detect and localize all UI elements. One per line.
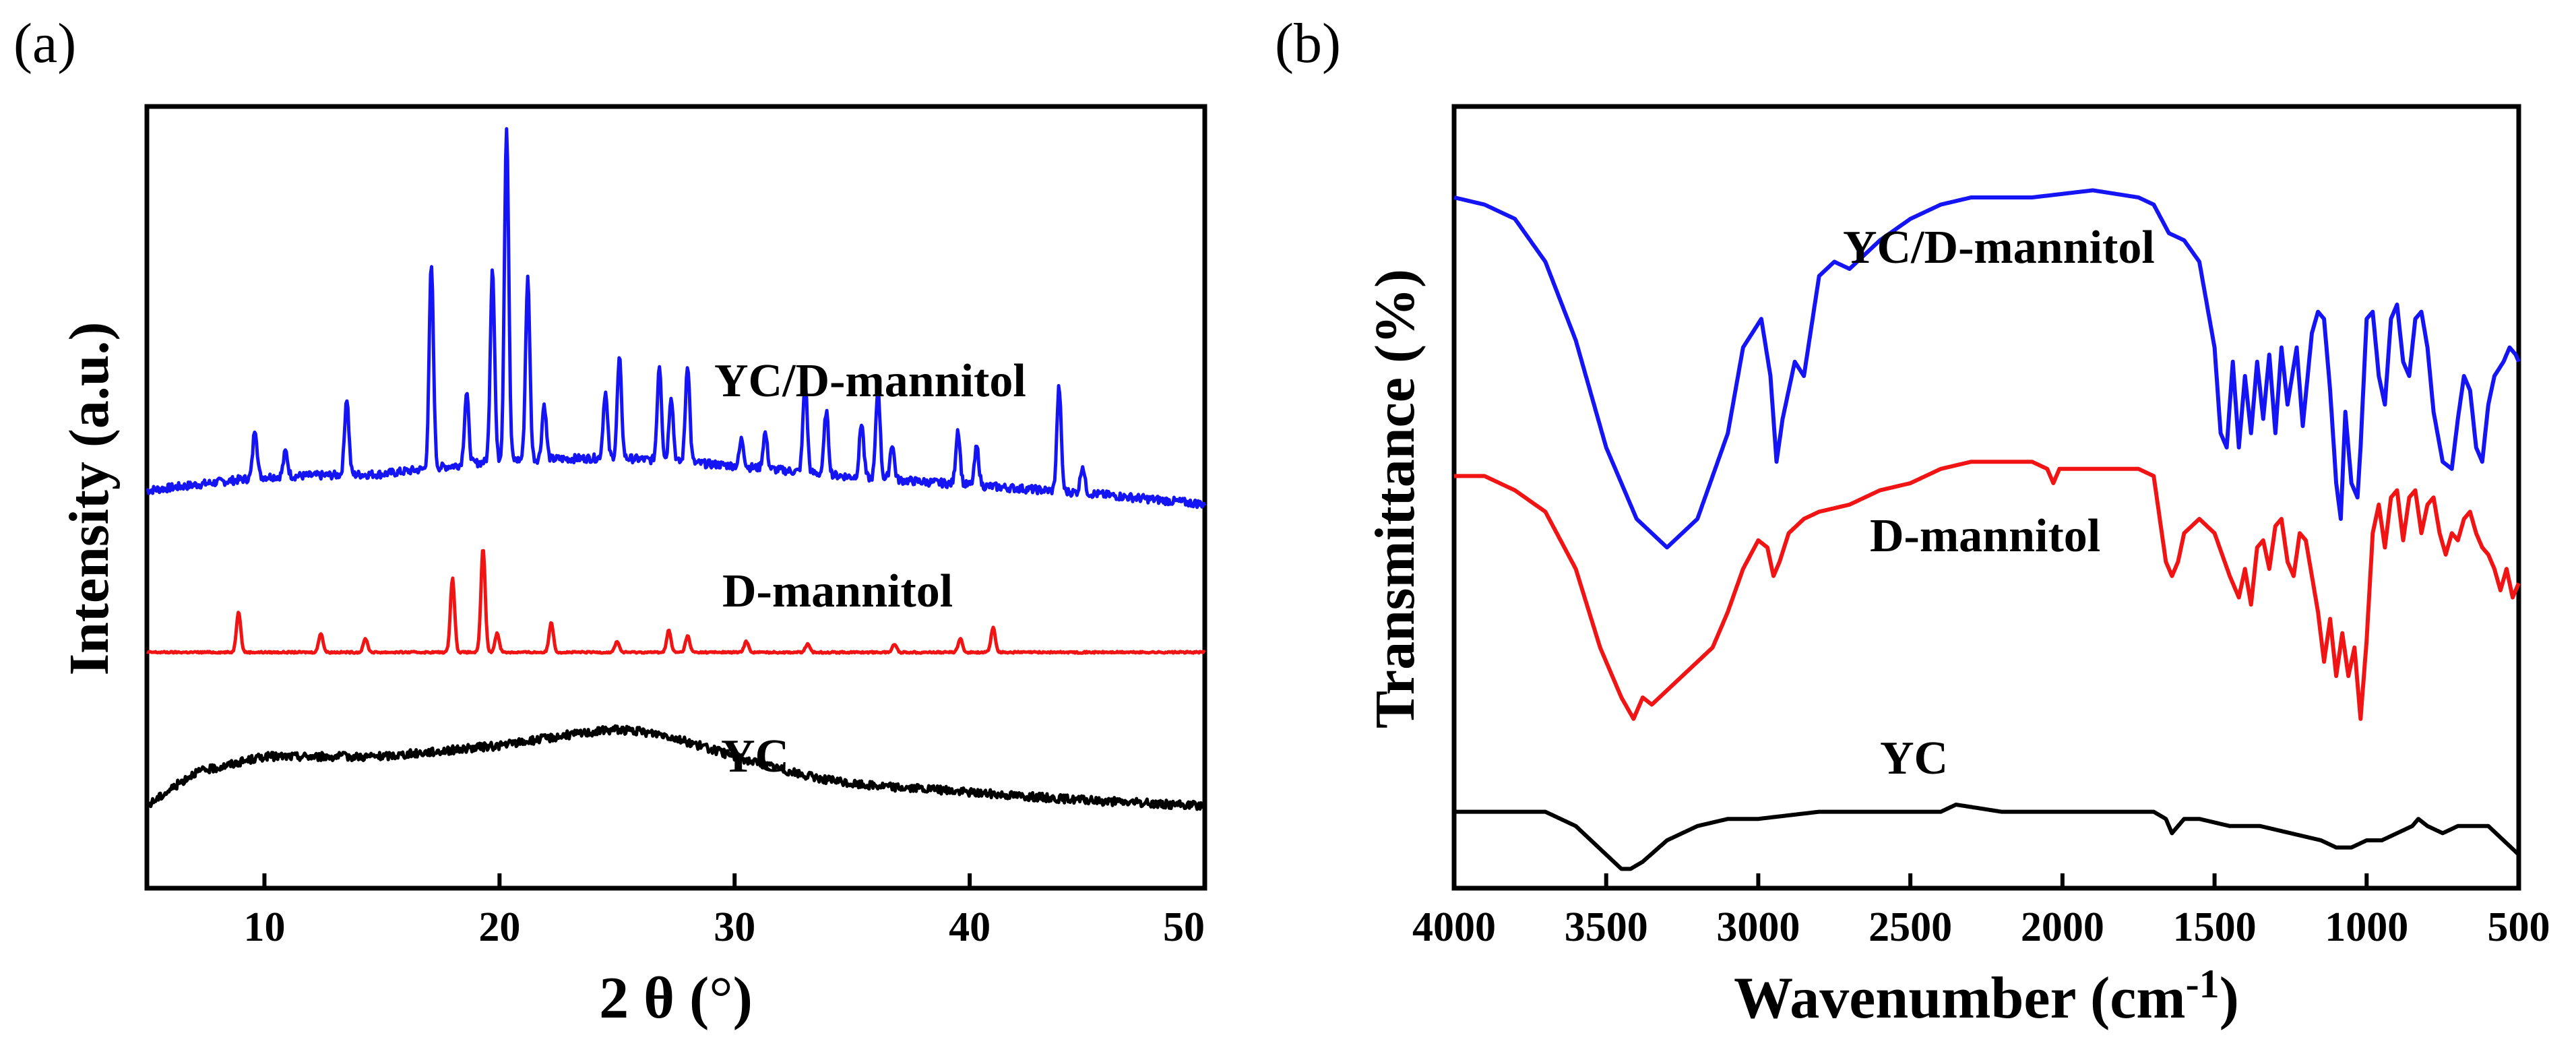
panel-a-xrd: (a) 10 20 30 40 50 YC/D-mannitol D-mannitol … bbox=[13, 12, 1207, 1031]
x-axis-label-a: 2 θ (°) bbox=[599, 966, 753, 1031]
series-label-mannitol-b: D-mannitol bbox=[1870, 510, 2100, 562]
x-tick-label-b-3500: 3500 bbox=[1565, 904, 1648, 950]
series-group-b bbox=[1453, 188, 2521, 871]
series-label-yc-b: YC bbox=[1880, 733, 1948, 784]
y-axis-label-a: Intensity (a.u.) bbox=[58, 321, 121, 675]
x-tick-label-b-1000: 1000 bbox=[2325, 904, 2408, 950]
ftir-line-yc bbox=[1453, 803, 2521, 871]
panel-label-b: (b) bbox=[1275, 12, 1341, 75]
plot-frame-b bbox=[1451, 104, 2521, 891]
xrd-line-d-mannitol bbox=[146, 549, 1206, 655]
x-tick-label-b-3000: 3000 bbox=[1716, 904, 1800, 950]
series-label-mannitol-a: D-mannitol bbox=[722, 565, 953, 617]
x-tick-label-a-30: 30 bbox=[714, 904, 755, 950]
x-ticks-b: 4000 3500 3000 2500 2000 1500 1000 500 bbox=[1412, 873, 2550, 950]
series-label-yc-mannitol-b: YC/D-mannitol bbox=[1843, 222, 2155, 274]
x-tick-label-b-500: 500 bbox=[2488, 904, 2550, 950]
x-tick-label-b-2000: 2000 bbox=[2021, 904, 2104, 950]
ftir-line-d-mannitol bbox=[1453, 460, 2521, 721]
x-tick-label-b-2500: 2500 bbox=[1868, 904, 1952, 950]
x-tick-label-b-4000: 4000 bbox=[1412, 904, 1496, 950]
series-group-a bbox=[145, 127, 1207, 811]
x-tick-label-a-10: 10 bbox=[243, 904, 285, 950]
y-axis-label-b: Transmittance (%) bbox=[1364, 269, 1426, 728]
xrd-line-yc bbox=[145, 724, 1206, 811]
ftir-line-yc-d-mannitol bbox=[1453, 188, 2521, 550]
plot-frame-a bbox=[144, 104, 1207, 891]
panel-b-ftir: (b) 4000 3500 3000 2500 2000 1500 1000 500 YC/D… bbox=[1275, 12, 2550, 1031]
panel-label-a: (a) bbox=[13, 12, 76, 75]
xrd-line-yc-d-mannitol bbox=[146, 127, 1207, 509]
x-ticks-a: 10 20 30 40 50 bbox=[243, 873, 1207, 950]
series-label-yc-a: YC bbox=[721, 730, 789, 782]
x-tick-label-b-1500: 1500 bbox=[2173, 904, 2257, 950]
x-tick-label-a-50: 50 bbox=[1163, 904, 1205, 950]
x-axis-label-b: Wavenumber (cm-1) bbox=[1734, 962, 2239, 1031]
x-tick-label-a-20: 20 bbox=[478, 904, 520, 950]
series-label-yc-mannitol-a: YC/D-mannitol bbox=[714, 355, 1026, 407]
x-tick-label-a-40: 40 bbox=[949, 904, 991, 950]
